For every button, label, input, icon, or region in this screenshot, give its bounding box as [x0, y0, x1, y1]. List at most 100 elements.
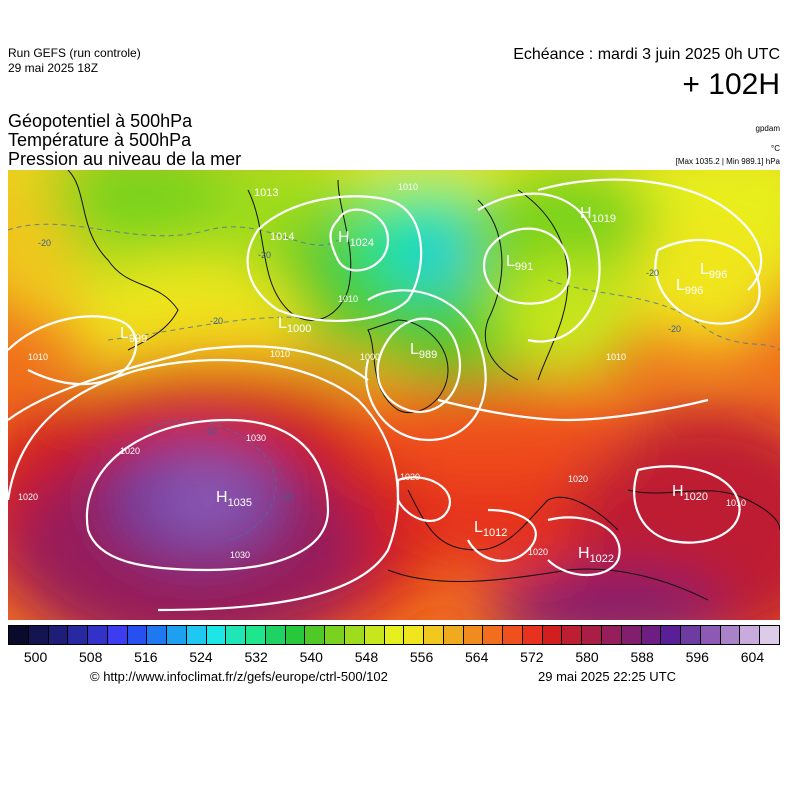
isobar-label: 1010	[726, 498, 746, 508]
isobar-label: 1030	[230, 550, 250, 560]
color-scale	[8, 625, 780, 645]
low-pressure-center: L999	[120, 325, 147, 345]
low-pressure-center: L1012	[474, 519, 507, 539]
color-scale-swatch	[542, 626, 563, 644]
color-scale-swatch	[107, 626, 128, 644]
temperature-isotherms	[8, 223, 780, 541]
color-scale-swatch	[621, 626, 642, 644]
color-scale-swatch	[265, 626, 286, 644]
color-scale-swatch	[443, 626, 464, 644]
color-scale-tick-label: 588	[630, 649, 654, 665]
high-pressure-center: H1022	[578, 545, 614, 565]
color-scale-tick-label: 548	[354, 649, 379, 665]
color-scale-tick-label: 500	[23, 649, 48, 665]
color-scale-swatch	[641, 626, 662, 644]
isobar-label: 1010	[270, 349, 290, 359]
low-pressure-center: L991	[506, 253, 533, 273]
low-pressure-center: L1000	[278, 315, 311, 335]
color-scale-swatch	[720, 626, 741, 644]
isobar-label: 1020	[400, 472, 420, 482]
color-scale-swatch	[325, 626, 346, 644]
parameter-geopotential: Géopotentiel à 500hPa	[8, 111, 193, 131]
high-pressure-center: H1024	[338, 229, 374, 249]
pressure-value: 1014	[270, 231, 294, 243]
isobar-label: 1010	[28, 352, 48, 362]
isobar-label: 1000	[360, 352, 380, 362]
color-scale-swatch	[285, 626, 306, 644]
pressure-value: 1013	[254, 187, 278, 199]
color-scale-swatch	[562, 626, 583, 644]
isotherm-label: -10	[204, 426, 217, 436]
isobar-label: 1010	[398, 182, 418, 192]
high-pressure-center: H1019	[580, 205, 616, 225]
parameter-sea-level-pressure: Pression au niveau de la mer	[8, 149, 242, 169]
temperature-labels: -20 -20 -20 -20 -20 -10 -10	[38, 238, 681, 502]
color-scale-tick-label: 580	[575, 649, 599, 665]
isobars	[8, 178, 763, 612]
color-scale-swatch	[760, 626, 779, 644]
color-scale-tick-label: 572	[520, 649, 544, 665]
color-scale-tick-label: 516	[134, 649, 158, 665]
color-scale-swatch	[28, 626, 49, 644]
generation-time: 29 mai 2025 22:25 UTC	[538, 669, 677, 684]
low-pressure-center: L996	[700, 261, 727, 281]
color-scale-tick-label: 508	[79, 649, 103, 665]
color-scale-tick-label: 524	[189, 649, 213, 665]
color-scale-swatch	[582, 626, 602, 644]
run-label: Run GEFS (run controle)	[8, 46, 141, 60]
source-credit: © http://www.infoclimat.fr/z/gefs/europe…	[90, 669, 388, 684]
color-scale-swatch	[167, 626, 187, 644]
unit-pressure-range: [Max 1035.2 | Min 989.1] hPa	[675, 157, 780, 166]
color-scale-swatch	[681, 626, 701, 644]
isobar-label: 1020	[568, 474, 588, 484]
unit-temperature: °C	[771, 144, 780, 153]
weather-map: 1030 1030 1020 1020 1020 1020 1010 1010 …	[8, 170, 780, 620]
color-scale-tick-label: 532	[244, 649, 268, 665]
unit-geopotential: gpdam	[755, 124, 780, 133]
color-scale-swatch	[364, 626, 385, 644]
color-scale-swatch	[384, 626, 405, 644]
color-scale-swatch	[700, 626, 721, 644]
isobar-label: 1010	[338, 294, 358, 304]
isobar-label: 1030	[246, 433, 266, 443]
color-scale-swatch	[305, 626, 326, 644]
color-scale-swatch	[601, 626, 622, 644]
high-pressure-center: H1020	[672, 483, 708, 503]
high-pressure-center: H1035	[216, 489, 252, 509]
forecast-horizon: + 102H	[682, 68, 780, 101]
parameter-temperature: Température à 500hPa	[8, 130, 192, 150]
isotherm-label: -20	[668, 324, 681, 334]
color-scale-swatch	[48, 626, 69, 644]
isotherm-label: -20	[258, 250, 271, 260]
color-scale-swatch	[424, 626, 444, 644]
color-scale-swatch	[127, 626, 148, 644]
isotherm-label: -10	[280, 492, 293, 502]
color-scale-swatch	[345, 626, 365, 644]
isotherm-label: -20	[646, 268, 659, 278]
low-pressure-center: L996	[676, 277, 703, 297]
color-scale-tick-label: 540	[299, 649, 323, 665]
color-scale-swatch	[246, 626, 266, 644]
color-scale-tick-label: 596	[685, 649, 709, 665]
isobar-label: 1020	[528, 547, 548, 557]
color-scale-swatch	[503, 626, 523, 644]
isobar-label: 1020	[120, 446, 140, 456]
isobar-label: 1010	[606, 352, 626, 362]
low-pressure-center: L989	[410, 341, 437, 361]
isobar-label: 1020	[18, 492, 38, 502]
forecast-valid-time: Echéance : mardi 3 juin 2025 0h UTC	[513, 46, 780, 63]
geopotential-field	[8, 170, 780, 620]
isotherm-label: -20	[210, 316, 223, 326]
isobar-labels: 1030 1030 1020 1020 1020 1020 1010 1010 …	[18, 182, 746, 560]
pressure-centers: H1035 H1024 H1019 H1020 H1022 L999 L1000…	[120, 187, 727, 565]
color-scale-swatch	[661, 626, 682, 644]
run-date: 29 mai 2025 18Z	[8, 61, 99, 75]
color-scale-swatch	[740, 626, 761, 644]
color-scale-swatch	[226, 626, 247, 644]
color-scale-swatch	[186, 626, 207, 644]
color-scale-swatch	[463, 626, 484, 644]
color-scale-swatch	[522, 626, 543, 644]
color-scale-swatch	[88, 626, 108, 644]
color-scale-swatch	[206, 626, 227, 644]
color-scale-swatch	[483, 626, 504, 644]
